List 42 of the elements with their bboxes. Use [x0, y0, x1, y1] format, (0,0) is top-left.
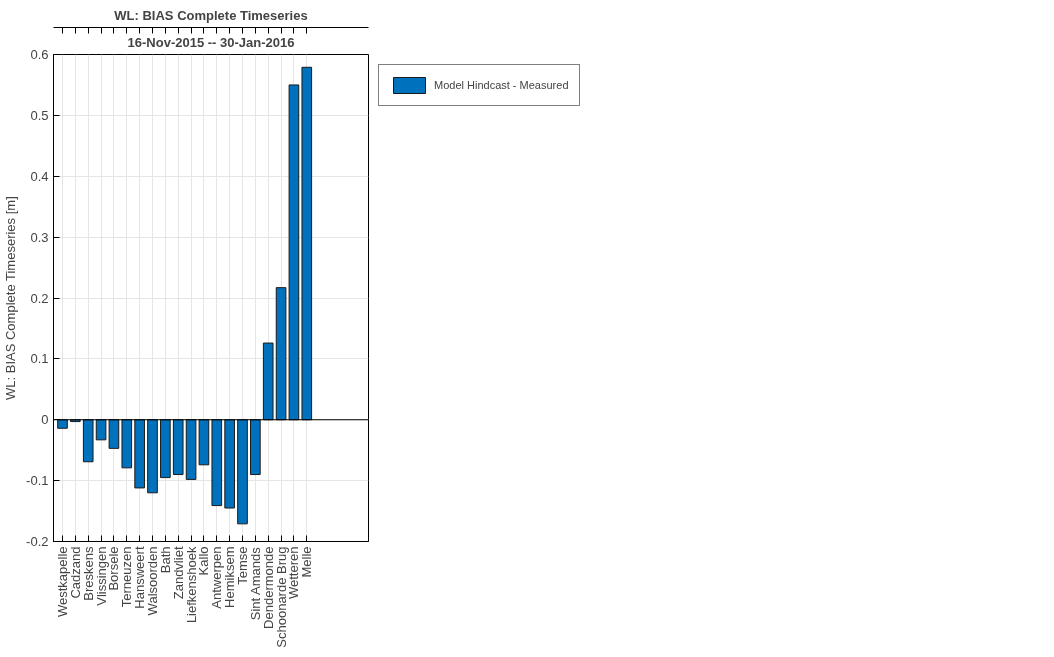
bar: [250, 419, 261, 476]
y-tick-label: 0.4: [30, 168, 49, 184]
bar: [160, 419, 171, 479]
bar: [262, 342, 274, 421]
x-tick-label: Breskens: [80, 546, 96, 601]
x-tick-label: Westkapelle: [55, 546, 70, 618]
y-tick-label: 0.6: [30, 47, 49, 62]
x-tick-label: Bath: [157, 546, 173, 574]
x-tick-label: Dendermonde: [260, 546, 276, 629]
chart-subtitle: 16-Nov-2015 -- 30-Jan-2016: [127, 34, 295, 50]
y-tick-label: -0.2: [26, 534, 49, 549]
x-tick-label: Sint Amands: [247, 546, 263, 621]
x-tick-label: Terneuzen: [119, 546, 135, 608]
y-tick-label: 0: [41, 412, 49, 428]
y-tick-label: 0.2: [30, 290, 49, 306]
y-tick-label: -0.1: [26, 473, 49, 489]
bar: [121, 419, 133, 469]
x-tick-label: Liefkenshoek: [183, 546, 199, 624]
y-axis-title: WL: BIAS Complete Timeseries [m]: [3, 196, 19, 400]
x-tick-label: Schoonarde Brug: [273, 546, 289, 648]
bar: [237, 419, 248, 525]
bar: [211, 419, 223, 507]
bar: [301, 66, 313, 421]
x-tick-label: Melle: [299, 546, 315, 578]
chart-title: WL: BIAS Complete Timeseries: [114, 7, 308, 23]
x-tick-label: Walsoorden: [145, 546, 160, 616]
y-tick-label: 0.3: [30, 229, 49, 245]
bar: [134, 419, 145, 489]
bar: [57, 419, 68, 429]
x-tick-label: Kallo: [196, 546, 212, 576]
bar: [82, 419, 94, 463]
y-tick-label: 0.5: [30, 107, 49, 123]
bar: [224, 419, 235, 509]
y-tick-label: 0.1: [30, 351, 49, 367]
bar: [172, 419, 184, 476]
x-tick-label: Zandvliet: [170, 546, 186, 600]
x-tick-label: Vlissingen: [93, 546, 109, 606]
bar: [147, 419, 158, 494]
x-tick-label: Temse: [235, 546, 250, 585]
legend-label: Model Hindcast - Measured: [434, 79, 569, 91]
x-tick-label: Antwerpen: [209, 546, 225, 609]
x-tick-label: Hansweert: [132, 546, 148, 609]
